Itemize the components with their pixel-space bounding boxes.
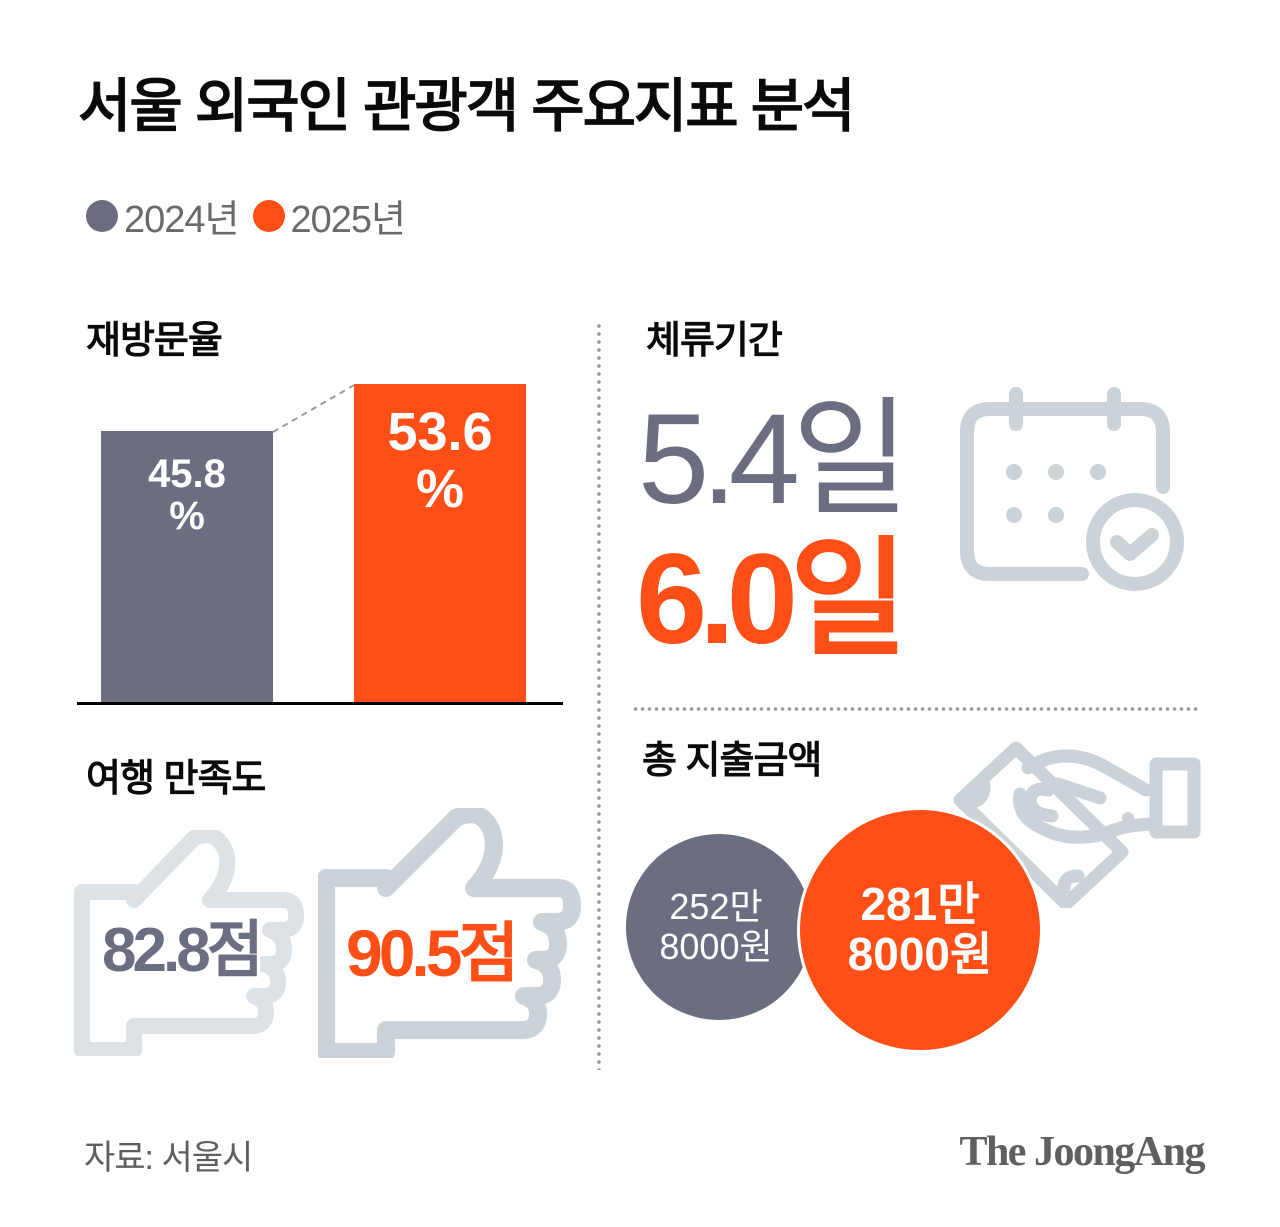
thumbs-up-icon-2025 [318, 808, 581, 1058]
hand-money-icon [953, 741, 1201, 908]
spending-value-2024-line1: 252만 [669, 886, 763, 928]
revisit-value-2024: 45.8 % [101, 453, 273, 537]
vertical-divider [597, 322, 601, 1070]
legend-label-2024: 2024년 [124, 199, 239, 241]
revisit-connector-line [272, 383, 357, 433]
stay-title: 체류기간 [646, 320, 783, 362]
thumbs-up-icon-2024 [74, 830, 304, 1056]
revisit-value-2025-unit: % [415, 458, 464, 519]
stay-value-2024: 5.4일 [638, 388, 910, 531]
revisit-baseline [77, 702, 563, 705]
page-title: 서울 외국인 관광객 주요지표 분석 [78, 74, 855, 139]
satisfaction-value-2024: 82.8점 [102, 916, 264, 985]
source-note: 자료: 서울시 [84, 1139, 253, 1177]
satisfaction-title: 여행 만족도 [86, 758, 266, 800]
spending-circle-2024: 252만 8000원 [626, 834, 812, 1020]
spending-value-2025-line1: 281만 [860, 878, 980, 931]
revisit-value-2025: 53.6 % [354, 404, 526, 517]
revisit-value-2025-number: 53.6 [387, 402, 493, 462]
spending-title: 총 지출금액 [642, 740, 822, 782]
revisit-value-2024-number: 45.8 [148, 452, 226, 496]
spending-circle-2025: 281만 8000원 [797, 807, 1043, 1053]
legend-dot-orange-icon [252, 199, 285, 232]
horizontal-divider [632, 707, 1200, 711]
spending-value-2025-line2: 8000원 [847, 928, 993, 980]
satisfaction-value-2025: 90.5점 [346, 916, 519, 990]
legend-item-2024: 2024년 [86, 188, 239, 243]
revisit-bar-2024: 45.8 % [101, 431, 273, 703]
legend-label-2025: 2025년 [290, 199, 406, 241]
stay-value-2025: 6.0일 [636, 528, 908, 671]
revisit-title: 재방문율 [86, 320, 223, 362]
spending-value-2024-line2: 8000원 [659, 926, 773, 967]
legend-item-2025: 2025년 [252, 188, 406, 243]
revisit-bar-2025: 53.6 % [354, 384, 526, 703]
calendar-check-icon [960, 387, 1184, 591]
legend-dot-gray-icon [86, 199, 118, 232]
revisit-value-2024-unit: % [169, 494, 205, 538]
brand-logo: The JoongAng [959, 1129, 1205, 1175]
legend: 2024년 2025년 [86, 188, 419, 243]
